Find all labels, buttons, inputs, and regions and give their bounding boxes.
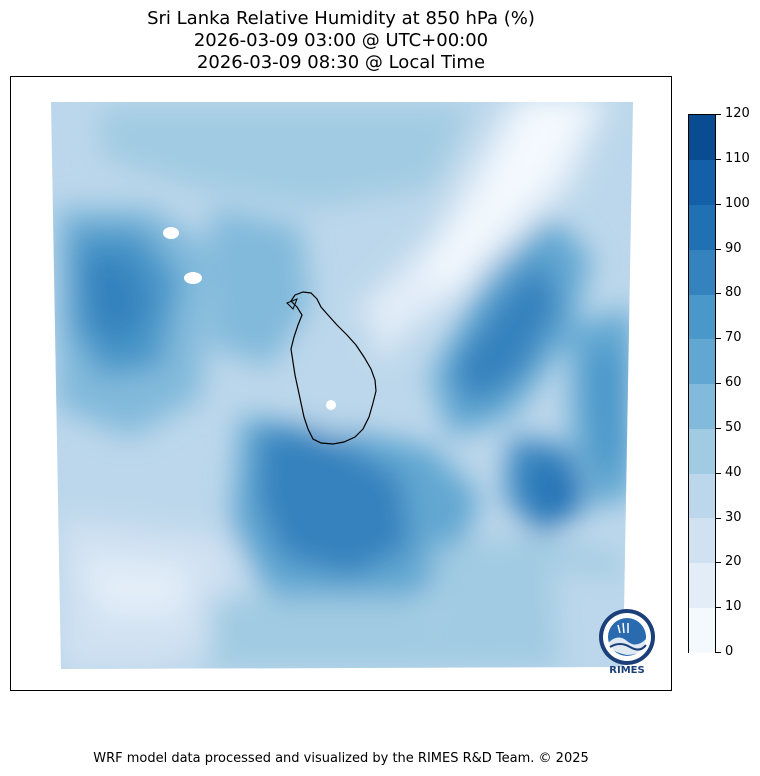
colorbar-segment bbox=[689, 249, 715, 295]
colorbar-tick bbox=[716, 203, 721, 205]
colorbar-segment bbox=[689, 115, 715, 161]
colorbar-segment bbox=[689, 338, 715, 384]
local-time: 2026-03-09 08:30 @ Local Time bbox=[196, 52, 486, 73]
colorbar-tick bbox=[716, 383, 721, 384]
jaffna-islands bbox=[286, 298, 298, 310]
rimes-logo-text: RIMES bbox=[609, 665, 645, 676]
colorbar-segment bbox=[689, 428, 715, 474]
colorbar-tick-label: 60 bbox=[725, 375, 742, 390]
no-data-patch bbox=[163, 227, 179, 239]
footer-credit: WRF model data processed and visualized … bbox=[93, 751, 589, 766]
colorbar-tick-label: 50 bbox=[725, 419, 742, 435]
colorbar-segment bbox=[689, 607, 715, 653]
colorbar-tick-label: 100 bbox=[725, 195, 750, 211]
colorbar-tick bbox=[716, 472, 721, 474]
colorbar-segment bbox=[689, 159, 715, 205]
colorbar-segment bbox=[689, 517, 715, 563]
colorbar-tick bbox=[716, 652, 721, 653]
colorbar-tick-label: 10 bbox=[725, 599, 742, 615]
colorbar-tick bbox=[716, 248, 721, 250]
colorbar-tick-label: 0 bbox=[725, 644, 734, 659]
humidity-field bbox=[51, 102, 633, 669]
colorbar-tick bbox=[716, 293, 721, 295]
colorbar-tick-label: 30 bbox=[725, 509, 742, 525]
colorbar-tick-label: 40 bbox=[725, 464, 742, 480]
sri-lanka-coastline bbox=[290, 291, 377, 445]
colorbar-tick-label: 80 bbox=[725, 285, 742, 301]
colorbar-segment bbox=[689, 294, 715, 340]
colorbar-tick bbox=[716, 158, 721, 160]
no-data-patch bbox=[184, 272, 202, 284]
colorbar-tick bbox=[716, 114, 721, 115]
colorbar-tick-label: 90 bbox=[725, 240, 742, 256]
colorbar-segment bbox=[689, 383, 715, 429]
colorbar-tick bbox=[716, 562, 721, 564]
map-title: Sri Lanka Relative Humidity at 850 hPa (… bbox=[147, 8, 535, 29]
colorbar-segment bbox=[689, 473, 715, 519]
colorbar-segment bbox=[689, 204, 715, 250]
rimes-logo-icon bbox=[599, 609, 655, 665]
colorbar-tick-label: 110 bbox=[725, 150, 750, 166]
colorbar-tick bbox=[716, 427, 721, 429]
colorbar-tick-label: 20 bbox=[725, 554, 742, 570]
map-panel bbox=[10, 76, 672, 691]
colorbar-segment bbox=[689, 562, 715, 608]
humidity-map bbox=[51, 102, 633, 669]
colorbar-tick-label: 120 bbox=[725, 106, 750, 121]
colorbar bbox=[688, 114, 716, 653]
colorbar-tick-label: 70 bbox=[725, 330, 742, 346]
utc-time: 2026-03-09 03:00 @ UTC+00:00 bbox=[193, 30, 489, 51]
no-data-patch bbox=[326, 400, 336, 410]
colorbar-tick bbox=[716, 338, 721, 340]
colorbar-tick bbox=[716, 517, 721, 519]
colorbar-tick bbox=[716, 607, 721, 609]
rimes-logo: RIMES bbox=[596, 607, 658, 679]
